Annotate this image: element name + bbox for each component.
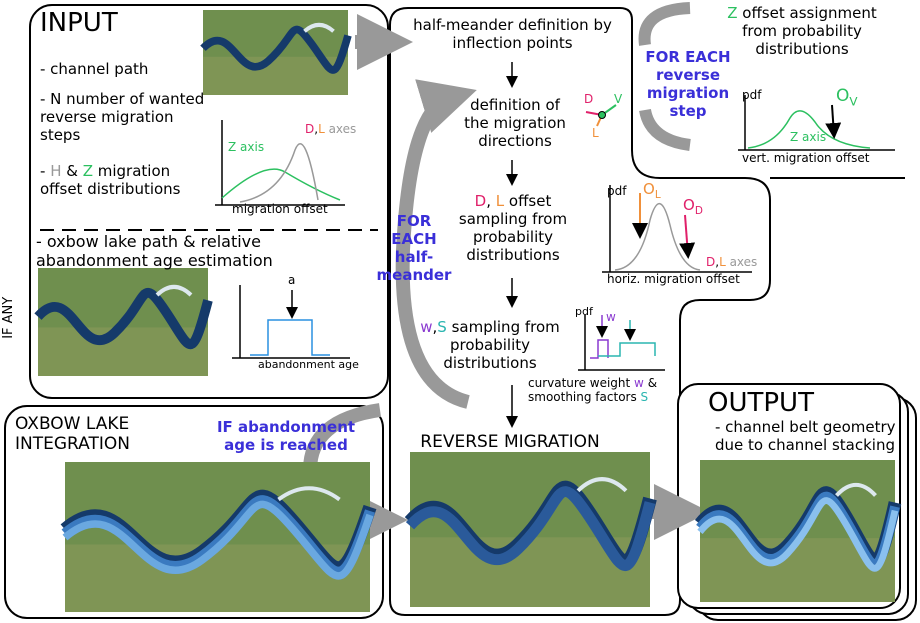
text-part: w [420,318,433,336]
text-part: , [432,318,438,336]
text-part: L [318,122,325,136]
channel [405,486,656,571]
vector-label: D [584,92,594,106]
text-part: L [495,192,505,210]
loop-box [389,7,771,616]
channel [200,25,352,74]
chart-label: OL [643,180,661,202]
text-part: D [474,192,487,210]
text-part: V [849,94,858,109]
input-item: - channel path [40,60,148,78]
vector-label: V [614,92,623,106]
text-part: & smoothing factors [528,376,658,405]
channel [697,497,899,572]
input-box [29,4,389,399]
arrow-half-meander [395,79,477,409]
chart-label: Z axis [790,130,827,144]
text-part: w [634,376,644,390]
text-part: L [719,255,726,269]
chart-label: OV [836,86,858,109]
text-part: D [706,255,716,269]
chart-label: w [606,310,616,324]
text-part: , [314,122,319,136]
vector-label: L [592,126,599,140]
side-label: IF ANY [1,296,17,339]
oxbow-lake [277,486,341,502]
output-text: - channel belt geometry due to channel s… [715,418,896,454]
oxbow-image [60,462,377,612]
step-text: half-meander definition by inflection po… [413,16,612,52]
step-label: FOR EACH reverse migration step [645,48,731,120]
chart-label: a [288,273,296,287]
oxbow-lake [576,477,628,493]
arrow-step [638,2,691,151]
input-image [200,10,352,95]
text-part: S [437,318,447,336]
reverse-migration-image [404,452,657,607]
chart-label: pdf [607,184,627,198]
output-image [694,460,902,602]
condition: IF abandonment age is reached [216,418,356,454]
output-title: OUTPUT [708,388,814,418]
chart-axis-label: abandonment age [258,358,359,371]
text-part: H [50,162,62,180]
text-part: O [643,180,655,198]
chart-axis-label: horiz. migration offset [607,272,740,286]
caption: curvature weight w & smoothing factors S [528,376,683,405]
chart-label: D,L axes [305,122,356,136]
input-item: - N number of wanted reverse migration s… [40,90,205,144]
chart-label: OD [683,196,703,218]
text-part: sampling from probability distributions [443,318,560,372]
text-part: Z [727,4,738,22]
text-part: axes [324,122,357,136]
oxbow-path-image [34,268,213,376]
oxbow-lake [155,284,193,297]
channel [62,500,374,580]
result-title: REVERSE MIGRATION [420,432,600,452]
chart-label: pdf [742,88,762,102]
vector-glyph [585,104,617,127]
chart-label: pdf [575,305,593,318]
chart-axis-label: migration offset [232,202,328,216]
text-part: axes [725,255,758,269]
text-part: - channel path [40,60,149,78]
step-text: w,S sampling from probability distributi… [420,318,560,372]
oxbow-lake [303,22,335,33]
text-part: , [715,255,720,269]
channel [34,287,213,350]
text-part: - [40,162,51,180]
text-part: L [654,189,661,201]
input-item: - H & Z migration offset distributions [40,162,210,198]
oxbow-item: - oxbow lake path & relative abandonment… [36,232,273,271]
text-part: D [694,205,703,217]
mini-charts [215,95,895,371]
oxbow-lake [835,482,877,497]
text-part: O [836,86,850,106]
text-part: & [61,162,83,180]
step-text: Z offset assignment from probability dis… [712,4,892,58]
text-part: D [305,122,315,136]
text-part: curvature weight [528,376,635,390]
oxbow-title: OXBOW LAKE INTEGRATION [15,414,130,455]
text-part: - N number of wanted reverse migration s… [40,90,205,144]
chart-label: Z axis [228,140,265,154]
text-part: offset sampling from probability distrib… [458,192,568,264]
text-part: , [486,192,496,210]
step-text: definition of the migration directions [464,96,566,150]
text-part: migration offset distributions [40,162,181,198]
loop-label: FOR EACH half-meander [376,212,452,284]
chart-label: D,L axes [706,255,757,269]
input-title: INPUT [40,8,118,38]
text-part: Z [82,162,93,180]
text-part: O [683,196,695,214]
chart-axis-label: vert. migration offset [742,151,870,165]
text-part: S [640,390,649,405]
step-text: D, L offset sampling from probability di… [448,192,578,264]
text-part: offset assignment from probability distr… [737,4,877,58]
